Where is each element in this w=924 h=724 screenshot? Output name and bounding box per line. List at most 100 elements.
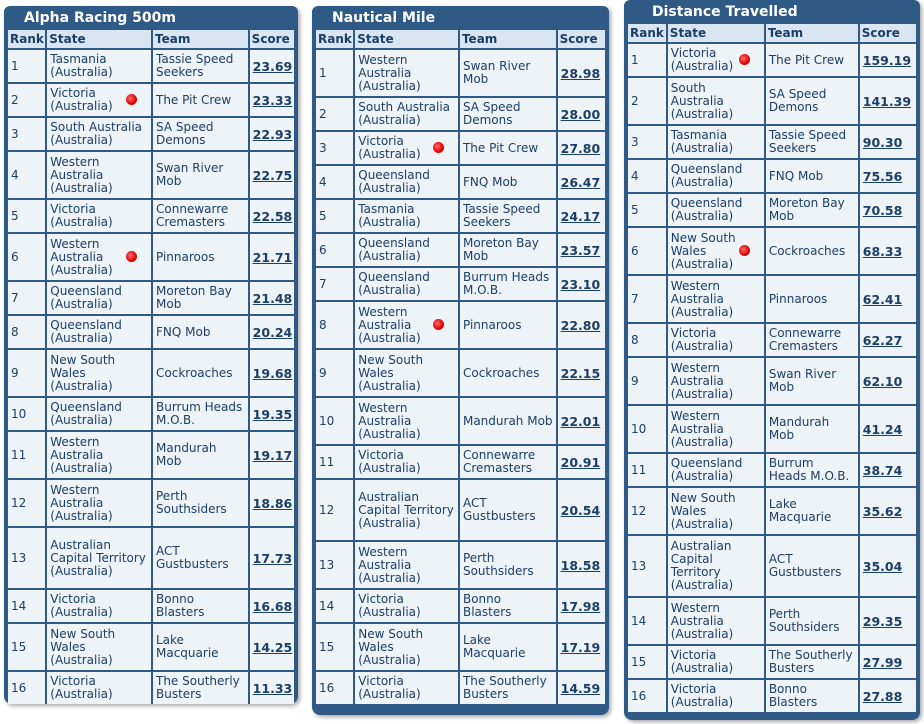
score-link-text[interactable]: 20.91 — [560, 454, 601, 470]
score-link-text[interactable]: 75.56 — [862, 168, 903, 184]
score-link-text[interactable]: 22.80 — [560, 317, 601, 333]
score-link[interactable]: 22.75 — [249, 152, 294, 198]
score-link[interactable]: 90.30 — [859, 126, 916, 158]
score-link-text[interactable]: 22.15 — [560, 365, 601, 381]
score-link-text[interactable]: 23.69 — [252, 58, 293, 74]
score-link-text[interactable]: 19.17 — [252, 447, 293, 463]
score-link[interactable]: 23.69 — [249, 50, 294, 82]
table-row: 5 Queensland (Australia) Moreton Bay Mob 70… — [628, 194, 916, 226]
score-link[interactable]: 27.99 — [859, 646, 916, 678]
score-link[interactable]: 14.25 — [249, 624, 294, 670]
score-link-text[interactable]: 35.04 — [862, 558, 903, 574]
score-link[interactable]: 18.58 — [557, 542, 605, 588]
score-link[interactable]: 20.54 — [557, 480, 605, 540]
score-link[interactable]: 20.91 — [557, 446, 605, 478]
score-link-text[interactable]: 17.19 — [560, 639, 601, 655]
score-link-text[interactable]: 17.73 — [252, 550, 293, 566]
score-link-text[interactable]: 28.98 — [560, 65, 601, 81]
score-link-text[interactable]: 27.99 — [862, 654, 903, 670]
score-link[interactable]: 35.62 — [859, 488, 916, 534]
score-link-text[interactable]: 16.68 — [252, 598, 293, 614]
score-link[interactable]: 41.24 — [859, 406, 916, 452]
score-link-text[interactable]: 18.86 — [252, 495, 293, 511]
score-link[interactable]: 28.00 — [557, 98, 605, 130]
score-link[interactable]: 19.35 — [249, 398, 294, 430]
score-link[interactable]: 70.58 — [859, 194, 916, 226]
score-link-text[interactable]: 90.30 — [862, 134, 903, 150]
score-link-text[interactable]: 68.33 — [862, 243, 903, 259]
score-link[interactable]: 22.93 — [249, 118, 294, 150]
score-link[interactable]: 62.41 — [859, 276, 916, 322]
table-header-row: Rank State Team Score — [316, 30, 605, 48]
score-link-text[interactable]: 22.01 — [560, 413, 601, 429]
score-link[interactable]: 27.80 — [557, 132, 605, 164]
score-link-text[interactable]: 28.00 — [560, 106, 601, 122]
score-link[interactable]: 38.74 — [859, 454, 916, 486]
score-link[interactable]: 22.01 — [557, 398, 605, 444]
score-link[interactable]: 11.33 — [249, 672, 294, 704]
score-link[interactable]: 18.86 — [249, 480, 294, 526]
score-link-text[interactable]: 23.57 — [560, 242, 601, 258]
score-link-text[interactable]: 35.62 — [862, 503, 903, 519]
score-link[interactable]: 21.71 — [249, 234, 294, 280]
score-link[interactable]: 24.17 — [557, 200, 605, 232]
score-link-text[interactable]: 24.17 — [560, 208, 601, 224]
score-link[interactable]: 23.57 — [557, 234, 605, 266]
score-link[interactable]: 14.59 — [557, 672, 605, 704]
rank-cell: 5 — [628, 194, 666, 226]
score-link-text[interactable]: 20.54 — [560, 502, 601, 518]
score-link-text[interactable]: 19.68 — [252, 365, 293, 381]
score-link-text[interactable]: 11.33 — [252, 680, 293, 696]
score-link[interactable]: 17.73 — [249, 528, 294, 588]
score-link[interactable]: 19.68 — [249, 350, 294, 396]
score-link-text[interactable]: 22.58 — [252, 208, 293, 224]
score-link-text[interactable]: 18.58 — [560, 557, 601, 573]
score-link[interactable]: 62.27 — [859, 324, 916, 356]
score-link-text[interactable]: 20.24 — [252, 324, 293, 340]
score-link-text[interactable]: 141.39 — [862, 93, 912, 109]
score-link[interactable]: 159.19 — [859, 44, 916, 76]
score-link-text[interactable]: 62.41 — [862, 291, 903, 307]
score-link[interactable]: 26.47 — [557, 166, 605, 198]
score-link-text[interactable]: 29.35 — [862, 613, 903, 629]
score-link-text[interactable]: 21.48 — [252, 290, 293, 306]
score-link[interactable]: 22.58 — [249, 200, 294, 232]
score-link[interactable]: 23.10 — [557, 268, 605, 300]
score-link-text[interactable]: 21.71 — [252, 249, 293, 265]
score-link[interactable]: 20.24 — [249, 316, 294, 348]
score-link[interactable]: 23.33 — [249, 84, 294, 116]
score-link-text[interactable]: 38.74 — [862, 462, 903, 478]
score-link[interactable]: 141.39 — [859, 78, 916, 124]
score-link-text[interactable]: 14.25 — [252, 639, 293, 655]
score-link[interactable]: 16.68 — [249, 590, 294, 622]
score-link-text[interactable]: 22.75 — [252, 167, 293, 183]
score-link-text[interactable]: 62.10 — [862, 373, 903, 389]
score-link-text[interactable]: 26.47 — [560, 174, 601, 190]
score-link-text[interactable]: 14.59 — [560, 680, 601, 696]
score-link-text[interactable]: 70.58 — [862, 202, 903, 218]
score-link[interactable]: 29.35 — [859, 598, 916, 644]
score-link-text[interactable]: 23.10 — [560, 276, 601, 292]
score-link-text[interactable]: 159.19 — [862, 52, 912, 68]
score-link[interactable]: 27.88 — [859, 680, 916, 712]
score-link[interactable]: 19.17 — [249, 432, 294, 478]
score-link[interactable]: 17.19 — [557, 624, 605, 670]
score-link[interactable]: 21.48 — [249, 282, 294, 314]
score-link-text[interactable]: 41.24 — [862, 421, 903, 437]
score-link[interactable]: 17.98 — [557, 590, 605, 622]
score-link[interactable]: 75.56 — [859, 160, 916, 192]
score-link-text[interactable]: 27.88 — [862, 688, 903, 704]
score-link-text[interactable]: 17.98 — [560, 598, 601, 614]
score-link[interactable]: 22.15 — [557, 350, 605, 396]
score-link[interactable]: 35.04 — [859, 536, 916, 596]
score-link-text[interactable]: 19.35 — [252, 406, 293, 422]
score-link-text[interactable]: 62.27 — [862, 332, 903, 348]
score-link[interactable]: 28.98 — [557, 50, 605, 96]
score-link[interactable]: 22.80 — [557, 302, 605, 348]
score-link[interactable]: 62.10 — [859, 358, 916, 404]
score-link-text[interactable]: 23.33 — [252, 92, 293, 108]
score-link-text[interactable]: 27.80 — [560, 140, 601, 156]
team-cell-text: The Southerly Busters — [768, 648, 853, 675]
score-link-text[interactable]: 22.93 — [252, 126, 293, 142]
score-link[interactable]: 68.33 — [859, 228, 916, 274]
